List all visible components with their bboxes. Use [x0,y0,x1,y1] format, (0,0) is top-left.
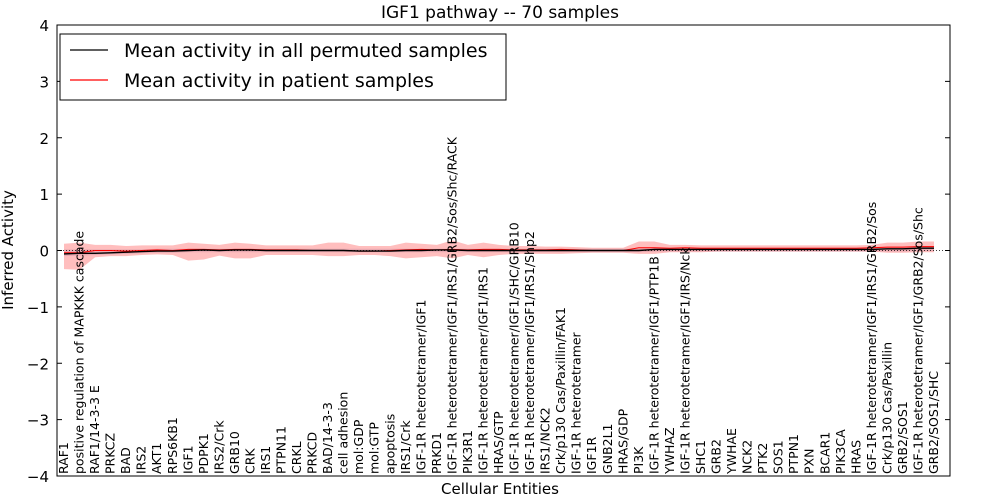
x-tick-label: GRB2/SOS1 [895,401,910,474]
x-tick-label: mol:GTP [367,422,382,474]
x-tick-label: IRS2 [134,446,149,474]
x-tick-label: CRKL [289,441,304,474]
y-tick-label: −4 [27,468,49,486]
x-tick-label: YWHAZ [662,427,677,475]
y-tick-label: −3 [27,412,49,430]
x-tick-label: PTK2 [755,443,770,474]
x-tick-label: NCK2 [740,440,755,474]
legend-label-patient: Mean activity in patient samples [124,70,434,92]
x-tick-label: HRAS/GDP [615,408,630,474]
legend: Mean activity in all permuted samples Me… [59,33,507,101]
x-tick-label: cell adhesion [336,392,351,474]
y-tick-label: 2 [39,130,49,148]
x-tick-label: GRB2 [709,439,724,474]
x-tick-label: Crk/p130 Cas/Paxillin [879,342,894,474]
x-tick-label: IGF-1R heterotetramer/IGF1/IRS1/GRB2/Sos… [444,136,459,474]
x-tick-label: PRKD1 [429,432,444,474]
plot-lines [63,246,934,255]
x-tick-label: BAD/14-3-3 [320,402,335,474]
y-tick-label: 3 [39,73,49,91]
y-tick-label: 4 [39,17,49,35]
x-tick-label: IGF-1R heterotetramer [569,331,584,474]
x-tick-label: YWHAE [724,428,739,475]
x-tick-label: mol:GDP [351,419,366,474]
x-tick-label: GRB2/SOS1/SHC [926,371,941,474]
y-tick-label: −2 [27,355,49,373]
x-tick-label: IGF-1R heterotetramer/IGF1 [413,300,428,474]
x-tick-label: RAF1 [56,442,71,474]
x-tick-label: PRKCZ [103,433,118,474]
x-tick-label: SOS1 [771,440,786,474]
x-tick-label: RAF1/14-3-3 E [87,385,102,474]
legend-box [59,33,507,101]
y-tick-label: 0 [39,243,49,261]
x-tick-label: PRKCD [305,432,320,474]
legend-label-permuted: Mean activity in all permuted samples [124,40,487,62]
x-tick-label: AKT1 [149,443,164,474]
x-axis-label: Cellular Entities [441,480,559,498]
x-tick-label: GRB10 [227,431,242,474]
x-tick-label: Crk/p130 Cas/Paxillin/FAK1 [553,307,568,474]
plot-frame [56,24,951,477]
x-tick-label: IGF-1R heterotetramer/IGF1/IRS1/Shp2 [522,231,537,474]
x-tick-label: IRS2/Crk [211,420,226,474]
x-tick-label: positive regulation of MAPKKK cascade [72,231,87,474]
x-tick-label: IGF-1R heterotetramer/IGF1/GRB2/Sos/Shc [911,207,926,474]
plot-bands [57,240,950,270]
x-tick-label: IGF-1R heterotetramer/IGF1/IRS1 [476,267,491,474]
x-tick-label: PI3K [631,446,646,474]
x-tick-label: IGF1R [584,436,599,474]
x-tick-label: RPS6KB1 [165,417,180,474]
x-tick-label: PDPK1 [196,433,211,474]
x-tick-label: PIK3CA [833,429,848,474]
x-tick-label: IGF-1R heterotetramer/IGF1/IRS1/GRB2/Sos [864,202,879,474]
x-tick-label: PTPN1 [786,434,801,474]
x-tick-label: PXN [802,449,817,474]
y-tick-label: 1 [39,186,49,204]
y-axis: 4 3 2 1 0 −1 −2 −3 −4 [27,17,950,486]
x-tick-label: IGF-1R heterotetramer/IGF1/IRS/Nck [677,247,692,474]
x-tick-label: IRS1/Crk [398,420,413,474]
x-tick-label: GNB2L1 [600,424,615,474]
chart-title: IGF1 pathway -- 70 samples [381,3,619,23]
x-tick-label: IRS1/NCK2 [538,407,553,474]
x-tick-label: IGF-1R heterotetramer/IGF1/SHC/GRB10 [507,222,522,474]
x-tick-label: SHC1 [693,440,708,474]
x-tick-label: IGF-1R heterotetramer/IGF1/PTP1B [646,256,661,474]
x-tick-label: PTPN11 [274,426,289,474]
patient-band [64,240,934,270]
x-tick-label: CRK [242,448,257,474]
x-tick-label: HRAS/GTP [491,411,506,474]
y-tick-label: −1 [27,299,49,317]
x-tick-label: HRAS [848,440,863,474]
x-tick-label: PIK3R1 [460,430,475,474]
x-tick-label: BCAR1 [817,432,832,474]
x-tick-label: apoptosis [382,414,397,474]
x-tick-label: IRS1 [258,446,273,474]
y-axis-label: Inferred Activity [0,190,17,310]
permuted-mean-line [63,247,934,255]
x-tick-label: IGF1 [180,445,195,474]
x-tick-label: BAD [118,447,133,474]
x-tick-labels: RAF1 positive regulation of MAPKKK cascad… [56,136,941,475]
